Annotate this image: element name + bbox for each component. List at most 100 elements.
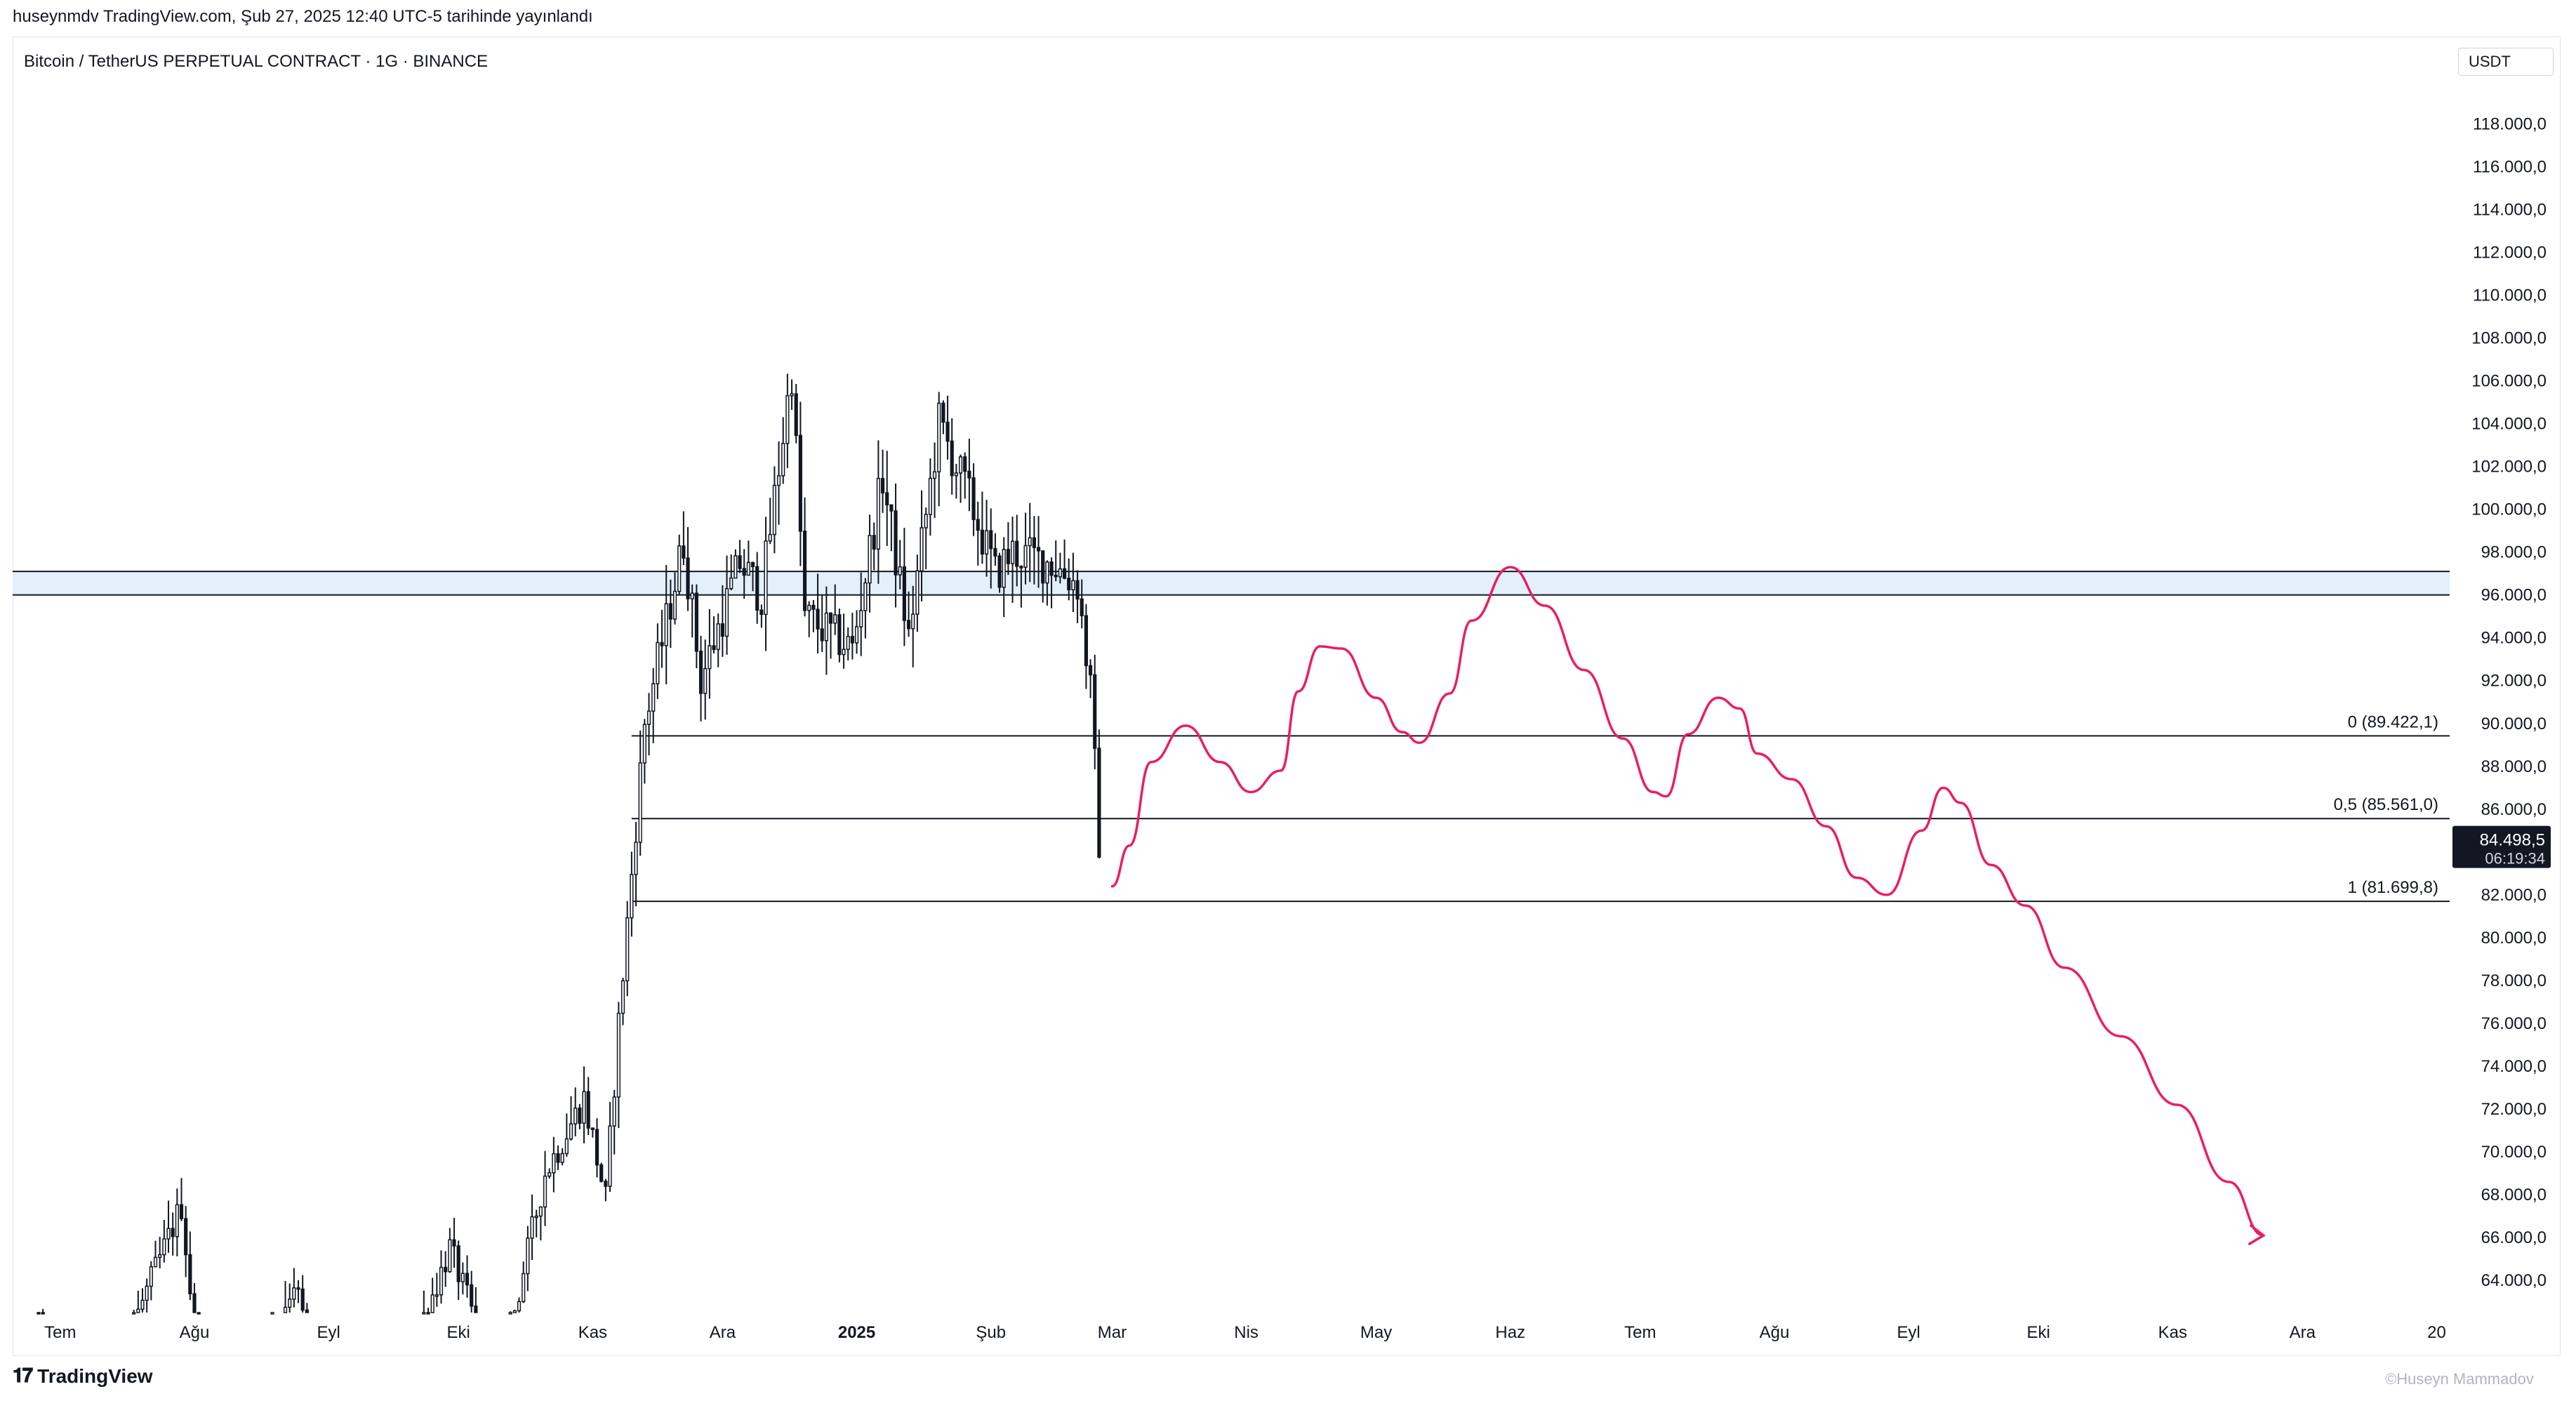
candle-body	[184, 1218, 188, 1256]
candle-body	[175, 1204, 179, 1237]
fib-level-label: 1 (81.699,8)	[2348, 878, 2438, 897]
price-tick-label: 112.000,0	[2473, 243, 2547, 262]
candle-body	[283, 1306, 288, 1313]
price-tick-label: 82.000,0	[2481, 886, 2547, 905]
candle-body	[1080, 598, 1084, 616]
candle-body	[426, 1312, 430, 1315]
candle-body	[902, 566, 906, 621]
candle-body	[854, 626, 859, 644]
fib-level-label: 0 (89.422,1)	[2348, 712, 2438, 731]
candle-body	[179, 1204, 184, 1219]
candle-body	[270, 1312, 274, 1315]
time-tick-label: 2025	[838, 1323, 875, 1342]
candle-body	[776, 475, 781, 486]
candle-body	[1049, 561, 1054, 576]
candle-body	[850, 635, 854, 644]
candle-body	[976, 519, 980, 531]
candle-body	[716, 623, 720, 651]
candle-body	[300, 1288, 305, 1311]
candle-body	[868, 535, 872, 584]
candle-body	[798, 434, 802, 532]
chart-frame	[13, 36, 2561, 1356]
candle-body	[1028, 537, 1032, 547]
candle-body	[672, 590, 677, 620]
candle-body	[136, 1308, 140, 1313]
projection-arrowhead	[2248, 1224, 2266, 1245]
time-tick-label: Kas	[578, 1323, 607, 1342]
candle-body	[522, 1273, 526, 1303]
candle-body	[1054, 574, 1058, 578]
candle-body	[876, 477, 880, 550]
candle-body	[456, 1245, 460, 1282]
last-price-layer: 84.498,506:19:34	[2452, 825, 2551, 868]
time-tick-label: Eki	[447, 1323, 470, 1342]
candle-body	[759, 609, 764, 616]
price-tick-label: 102.000,0	[2471, 458, 2547, 477]
price-tick-label: 88.000,0	[2481, 757, 2547, 776]
candle-body	[846, 635, 850, 650]
candle-body	[552, 1153, 556, 1174]
price-tick-label: 108.000,0	[2471, 328, 2547, 347]
candle-body	[434, 1294, 439, 1297]
candle-body	[928, 477, 932, 515]
candle-body	[512, 1310, 517, 1313]
candle-body	[1067, 578, 1071, 590]
price-axis: 64.000,0 66.000,0 68.000,0 70.000,0 72.000,0…	[2471, 114, 2547, 1290]
currency-selector[interactable]: USDT	[2458, 48, 2554, 76]
candle-body	[166, 1228, 171, 1240]
candle-body	[470, 1284, 474, 1307]
time-tick-label: Mar	[1098, 1323, 1127, 1342]
price-tick-label: 72.000,0	[2481, 1100, 2547, 1119]
candle-body	[885, 492, 889, 506]
price-tick-label: 104.000,0	[2471, 415, 2547, 434]
candle-body	[430, 1294, 434, 1313]
candle-body	[668, 603, 672, 620]
candle-body	[634, 842, 638, 875]
price-tick-label: 106.000,0	[2471, 372, 2547, 391]
candle-body	[911, 613, 915, 630]
candle-body	[439, 1266, 444, 1296]
candle-body	[785, 395, 790, 444]
candle-body	[422, 1312, 426, 1315]
candle-body	[677, 545, 682, 592]
candle-body	[625, 917, 630, 982]
candle-body	[517, 1301, 522, 1312]
symbol-legend[interactable]: Bitcoin / TetherUS PERPETUAL CONTRACT · …	[24, 52, 489, 71]
time-tick-label: Kas	[2158, 1323, 2187, 1342]
candle-body	[833, 614, 837, 624]
price-tick-label: 94.000,0	[2481, 629, 2547, 648]
candle-body	[694, 592, 698, 652]
candle-body	[192, 1293, 197, 1313]
candle-body	[448, 1239, 452, 1273]
candle-body	[724, 587, 729, 637]
publish-info: huseynmdv TradingView.com, Şub 27, 2025 …	[13, 7, 593, 26]
price-tick-label: 74.000,0	[2481, 1057, 2547, 1076]
candle-body	[474, 1306, 478, 1313]
tradingview-footer[interactable]: 𝟏𝟕 TradingView	[13, 1365, 153, 1388]
time-tick-label: Haz	[1495, 1323, 1525, 1342]
candle-body	[616, 1012, 620, 1098]
candle-body	[573, 1107, 578, 1124]
candle-body	[807, 604, 811, 611]
candle-body	[924, 514, 928, 529]
candle-body	[993, 547, 997, 557]
candle-body	[1041, 550, 1045, 584]
candle-body	[1062, 568, 1067, 579]
candle-body	[768, 533, 772, 542]
candle-body	[729, 577, 733, 590]
candle-body	[764, 540, 768, 616]
candle-body	[569, 1123, 573, 1140]
price-tick-label: 90.000,0	[2481, 715, 2547, 733]
candle-body	[560, 1153, 564, 1163]
candle-body	[794, 393, 798, 437]
candle-body	[811, 604, 816, 610]
projection-layer	[1110, 566, 2266, 1245]
candle-body	[880, 477, 885, 493]
candle-body	[526, 1237, 530, 1275]
time-tick-label: Ağu	[180, 1323, 210, 1342]
candle-body	[149, 1266, 153, 1287]
candle-body	[950, 440, 954, 477]
price-tick-label: 76.000,0	[2481, 1014, 2547, 1033]
candle-body	[997, 555, 1002, 588]
